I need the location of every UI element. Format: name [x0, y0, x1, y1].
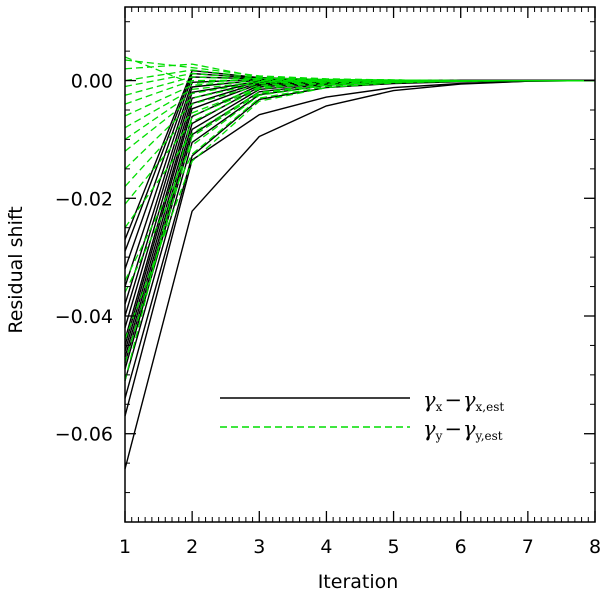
legend-gamma-y-sub2: y,est — [475, 429, 503, 443]
gamma_x-series-line-15 — [124, 72, 595, 252]
gamma_x-series-line-2 — [124, 79, 595, 399]
gamma_x-series-line-3 — [124, 79, 595, 381]
gamma_x-series-line-14 — [124, 76, 595, 270]
legend-gamma-y-main2: γ — [463, 417, 476, 441]
legend-gamma-x-main2: γ — [463, 388, 476, 412]
gamma_x-series-line-16 — [124, 69, 595, 240]
gamma_y-series-line-18 — [124, 79, 595, 364]
legend-gamma-x-main1: γ — [423, 388, 436, 412]
series-group — [124, 56, 596, 470]
y-tick-label: −0.04 — [55, 306, 113, 328]
x-tick-label: 8 — [589, 536, 600, 558]
gamma_x-series-line-4 — [124, 79, 595, 370]
legend-gamma-x-sub2: x,est — [476, 400, 505, 414]
axes: 1 2 3 4 5 6 7 8 0.00 −0.02 −0.04 −0.06 — [55, 6, 600, 558]
x-tick-label: 5 — [388, 536, 400, 558]
x-tick-label: 3 — [253, 536, 265, 558]
x-tick-label: 6 — [455, 536, 467, 558]
legend: γx−γx,est γy−γy,est — [220, 388, 504, 443]
legend-gamma-x-sub1: x — [436, 400, 443, 414]
legend-label-gamma-x: γx−γx,est — [423, 388, 504, 414]
y-tick-label: −0.06 — [55, 424, 113, 446]
x-tick-label: 2 — [186, 536, 198, 558]
gamma_x-series-line-8 — [124, 79, 595, 346]
x-tick-label: 4 — [320, 536, 332, 558]
legend-gamma-y-sub1: y — [435, 429, 443, 443]
gamma_y-series-line-2 — [124, 63, 595, 82]
gamma_x-series-line-5 — [124, 79, 595, 364]
gamma_y-series-line-6 — [124, 79, 595, 105]
y-tick-label: 0.00 — [71, 71, 113, 93]
legend-label-gamma-y: γy−γy,est — [423, 417, 503, 443]
gamma_y-series-line-9 — [124, 79, 595, 140]
gamma_x-series-line-11 — [124, 79, 595, 317]
y-axis-title: Residual shift — [5, 206, 27, 333]
legend-gamma-y-main1: γ — [423, 417, 436, 441]
gamma_y-series-line-19 — [124, 79, 595, 381]
legend-gamma-x-op: − — [444, 388, 462, 412]
legend-gamma-y-op: − — [444, 417, 462, 441]
gamma_x-series-line-1 — [124, 79, 596, 417]
gamma_x-series-line-0 — [124, 79, 596, 470]
x-tick-label: 7 — [522, 536, 534, 558]
x-tick-label: 1 — [119, 536, 131, 558]
gamma_y-series-line-16 — [124, 79, 595, 293]
gamma_y-series-line-15 — [124, 79, 595, 281]
gamma_x-series-line-12 — [124, 79, 595, 305]
gamma_y-series-line-11 — [124, 79, 595, 170]
y-tick-label: −0.02 — [55, 188, 113, 210]
gamma_y-series-line-12 — [124, 79, 595, 187]
gamma_x-series-line-10 — [124, 79, 595, 328]
x-axis-title: Iteration — [318, 571, 399, 593]
gamma_y-series-line-8 — [124, 79, 595, 129]
gamma_x-series-line-6 — [124, 79, 595, 358]
gamma_x-series-line-13 — [124, 78, 595, 287]
